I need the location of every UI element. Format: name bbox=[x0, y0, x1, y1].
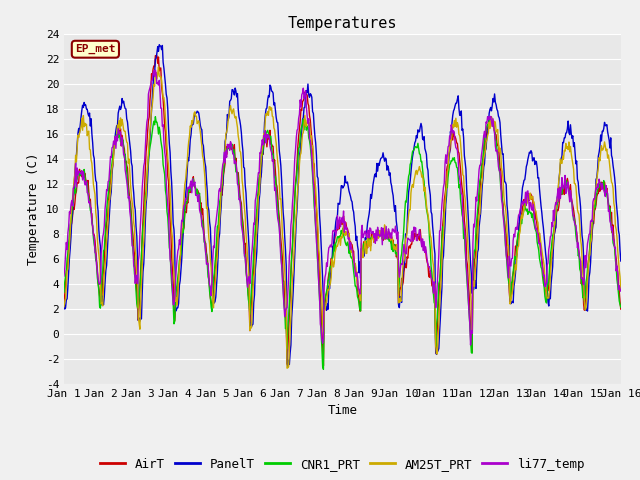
AM25T_PRT bbox=[60, 304, 68, 310]
Y-axis label: Temperature (C): Temperature (C) bbox=[27, 153, 40, 265]
Text: EP_met: EP_met bbox=[75, 44, 116, 54]
CNR1_PRT bbox=[60, 289, 68, 295]
li77_temp bbox=[617, 288, 625, 294]
CNR1_PRT bbox=[214, 224, 222, 230]
AM25T_PRT bbox=[70, 177, 78, 182]
CNR1_PRT bbox=[70, 186, 78, 192]
PanelT bbox=[428, 211, 436, 217]
AM25T_PRT bbox=[428, 245, 436, 251]
PanelT bbox=[70, 190, 78, 196]
AirT bbox=[617, 306, 625, 312]
li77_temp bbox=[70, 184, 78, 190]
AirT bbox=[152, 53, 159, 59]
PanelT bbox=[214, 253, 222, 259]
Line: PanelT: PanelT bbox=[64, 45, 621, 367]
AirT bbox=[412, 233, 419, 239]
Legend: AirT, PanelT, CNR1_PRT, AM25T_PRT, li77_temp: AirT, PanelT, CNR1_PRT, AM25T_PRT, li77_… bbox=[95, 453, 590, 476]
AM25T_PRT bbox=[214, 233, 222, 239]
CNR1_PRT bbox=[428, 270, 436, 276]
PanelT bbox=[127, 160, 135, 166]
AM25T_PRT bbox=[412, 169, 419, 175]
CNR1_PRT bbox=[412, 144, 419, 149]
li77_temp bbox=[60, 273, 68, 279]
Line: AM25T_PRT: AM25T_PRT bbox=[64, 67, 621, 368]
CNR1_PRT bbox=[152, 114, 159, 120]
li77_temp bbox=[185, 184, 193, 190]
X-axis label: Time: Time bbox=[328, 405, 357, 418]
li77_temp bbox=[127, 228, 135, 234]
PanelT bbox=[185, 158, 193, 164]
AirT bbox=[428, 283, 436, 288]
Line: CNR1_PRT: CNR1_PRT bbox=[64, 117, 621, 369]
AirT bbox=[60, 298, 68, 304]
PanelT bbox=[60, 299, 68, 304]
CNR1_PRT bbox=[185, 185, 193, 191]
AirT bbox=[185, 190, 193, 195]
AM25T_PRT bbox=[155, 64, 163, 70]
AM25T_PRT bbox=[127, 193, 135, 199]
PanelT bbox=[156, 42, 163, 48]
li77_temp bbox=[411, 228, 419, 234]
AirT bbox=[319, 363, 327, 369]
CNR1_PRT bbox=[319, 366, 327, 372]
Line: AirT: AirT bbox=[64, 56, 621, 366]
CNR1_PRT bbox=[617, 304, 625, 310]
CNR1_PRT bbox=[127, 218, 135, 224]
AM25T_PRT bbox=[617, 287, 625, 292]
Line: li77_temp: li77_temp bbox=[64, 70, 621, 345]
PanelT bbox=[617, 258, 625, 264]
AM25T_PRT bbox=[185, 139, 193, 144]
AirT bbox=[127, 213, 135, 218]
li77_temp bbox=[428, 275, 435, 280]
Title: Temperatures: Temperatures bbox=[287, 16, 397, 31]
PanelT bbox=[412, 138, 419, 144]
li77_temp bbox=[214, 202, 222, 207]
li77_temp bbox=[467, 342, 474, 348]
AM25T_PRT bbox=[283, 365, 291, 371]
AirT bbox=[70, 206, 78, 212]
li77_temp bbox=[152, 67, 159, 73]
AirT bbox=[214, 233, 222, 239]
PanelT bbox=[284, 364, 292, 370]
